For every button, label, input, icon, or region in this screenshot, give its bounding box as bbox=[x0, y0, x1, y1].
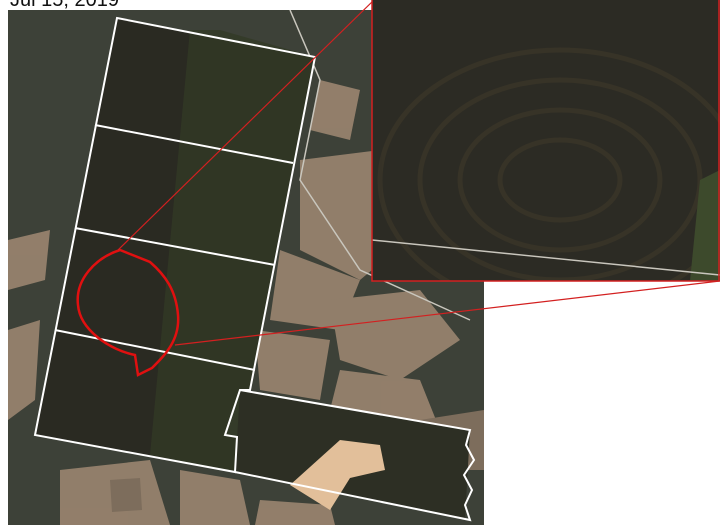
zoom-inset-frame bbox=[371, 0, 720, 282]
zoom-connector bbox=[117, 0, 375, 251]
zoom-connector bbox=[174, 280, 720, 346]
zoom-inset bbox=[372, 0, 720, 281]
date-label: Jul 15, 2019 bbox=[10, 0, 119, 11]
